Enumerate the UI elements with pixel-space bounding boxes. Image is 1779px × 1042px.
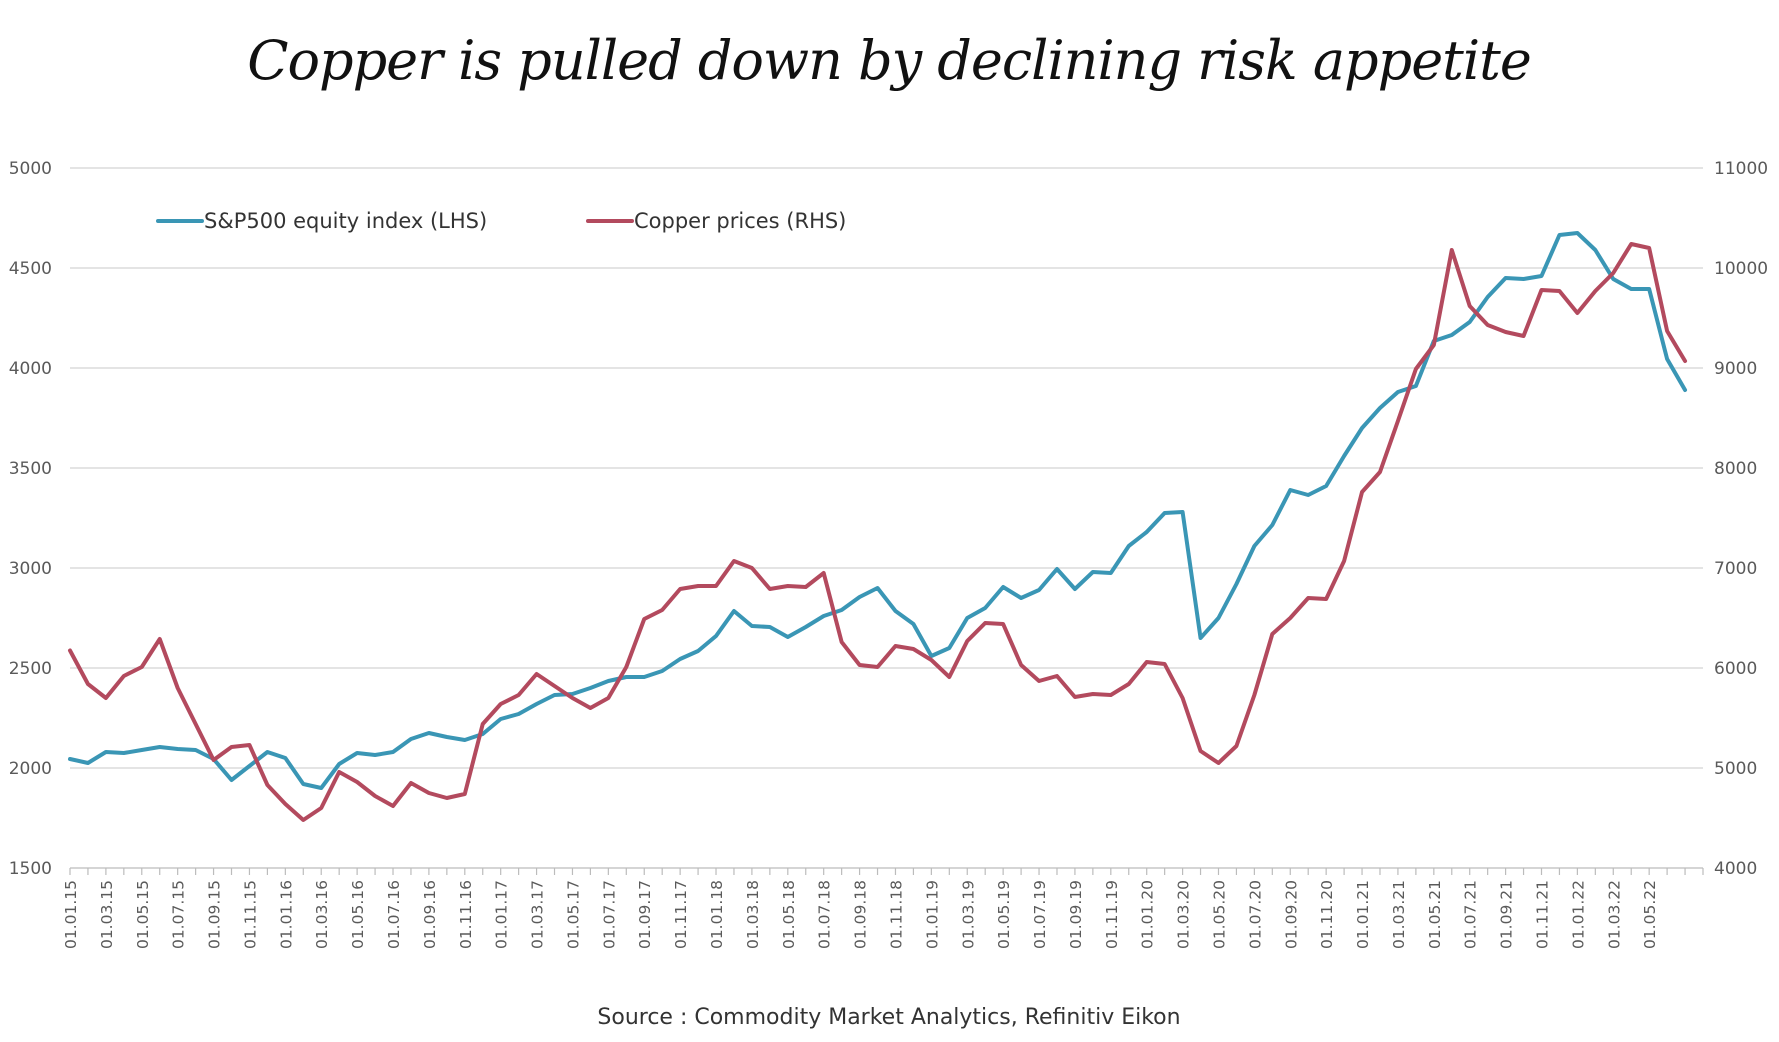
y-right-tick-label: 9000 [1714,359,1757,379]
chart-title: Copper is pulled down by declining risk … [247,29,1531,92]
y-right-tick-label: 11000 [1714,159,1768,179]
x-tick-label: 01.07.21 [1462,880,1480,949]
x-tick-label: 01.11.15 [241,880,259,949]
y-left-tick-label: 3000 [9,559,52,579]
x-tick-label: 01.07.20 [1246,880,1264,949]
x-tick-label: 01.05.22 [1641,880,1659,949]
x-tick-label: 01.05.19 [995,880,1013,949]
x-tick-label: 01.07.16 [385,880,403,949]
y-right-tick-label: 4000 [1714,859,1757,879]
y-left-tick-label: 2500 [9,659,52,679]
x-tick-label: 01.03.20 [1175,880,1193,949]
legend-item: S&P500 equity index (LHS) [156,209,487,233]
y-left-tick-label: 2000 [9,759,52,779]
x-tick-label: 01.03.19 [959,880,977,949]
y-right-tick-label: 7000 [1714,559,1757,579]
x-tick-label: 01.07.17 [600,880,618,949]
x-tick-label: 01.11.17 [672,880,690,949]
x-tick-label: 01.01.21 [1354,880,1372,949]
x-tick-label: 01.09.17 [636,880,654,949]
x-tick-label: 01.05.21 [1426,880,1444,949]
x-tick-label: 01.11.16 [457,880,475,949]
x-tick-label: 01.09.18 [852,880,870,949]
x-tick-label: 01.09.16 [421,880,439,949]
x-tick-label: 01.07.15 [170,880,188,949]
x-tick-label: 01.05.17 [564,880,582,949]
x-tick-label: 01.05.16 [349,880,367,949]
x-tick-label: 01.01.15 [62,880,80,949]
x-tick-label: 01.01.16 [277,880,295,949]
x-tick-label: 01.03.18 [744,880,762,949]
y-right-tick-label: 10000 [1714,259,1768,279]
x-tick-label: 01.09.21 [1498,880,1516,949]
legend-label: S&P500 equity index (LHS) [204,209,487,233]
x-tick-label: 01.11.19 [1103,880,1121,949]
y-left-tick-label: 5000 [9,159,52,179]
y-left-tick-label: 1500 [9,859,52,879]
sp500-line [68,231,1688,790]
x-tick-label: 01.03.21 [1390,880,1408,949]
y-right-tick-label: 6000 [1714,659,1757,679]
x-tick-label: 01.05.20 [1210,880,1228,949]
x-tick-label: 01.03.22 [1605,880,1623,949]
y-left-tick-label: 4000 [9,359,52,379]
legend: S&P500 equity index (LHS) Copper prices (… [156,209,846,233]
series-lines [68,231,1688,822]
axes: 1500 2000 2500 3000 3500 4000 4500 5000 4000 5000… [9,159,1768,949]
x-tick-label: 01.09.15 [206,880,224,949]
x-tick-label: 01.01.17 [493,880,511,949]
x-tick-label: 01.01.19 [923,880,941,949]
copper-prices-line [68,242,1688,822]
gridlines [70,167,1703,769]
x-tick-label: 01.11.18 [887,880,905,949]
x-tick-label: 01.07.18 [816,880,834,949]
legend-item: Copper prices (RHS) [586,209,846,233]
y-left-tick-label: 4500 [9,259,52,279]
x-tick-label: 01.01.22 [1569,880,1587,949]
x-tick-label: 01.09.20 [1282,880,1300,949]
x-tick-label: 01.03.15 [98,880,116,949]
source-note: Source : Commodity Market Analytics, Ref… [597,1005,1180,1030]
x-tick-label: 01.11.20 [1318,880,1336,949]
x-tick-label: 01.01.20 [1139,880,1157,949]
x-tick-label: 01.03.16 [313,880,331,949]
x-tick-label: 01.03.17 [529,880,547,949]
y-right-tick-label: 5000 [1714,759,1757,779]
x-tick-label: 01.05.18 [780,880,798,949]
y-left-tick-label: 3500 [9,459,52,479]
y-right-tick-label: 8000 [1714,459,1757,479]
x-tick-label: 01.05.15 [134,880,152,949]
x-tick-label: 01.07.19 [1031,880,1049,949]
legend-label: Copper prices (RHS) [634,209,846,233]
x-tick-label: 01.01.18 [708,880,726,949]
x-tick-label: 01.09.19 [1067,880,1085,949]
x-tick-label: 01.11.21 [1533,880,1551,949]
